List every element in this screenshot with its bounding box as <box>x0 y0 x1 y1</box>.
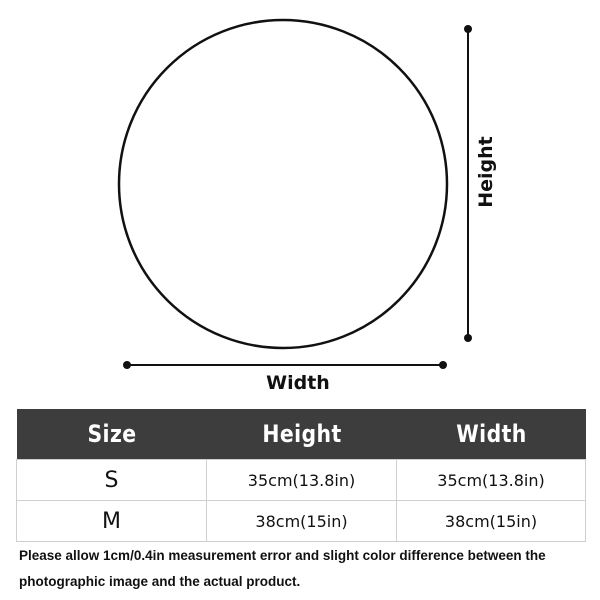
size-table: Size Height Width S 35cm(13.8in) 35cm(13… <box>16 409 586 542</box>
height-endpoint-top <box>464 25 472 33</box>
cell-height: 38cm(15in) <box>206 500 397 542</box>
cell-width: 35cm(13.8in) <box>396 459 586 501</box>
circle-product-outline <box>117 18 449 350</box>
cell-height: 35cm(13.8in) <box>206 459 397 501</box>
height-endpoint-bottom <box>464 334 472 342</box>
cell-size: M <box>16 500 207 542</box>
table-row: M 38cm(15in) 38cm(15in) <box>16 500 586 542</box>
header-height: Height <box>220 409 383 460</box>
cell-width: 38cm(15in) <box>396 500 586 542</box>
width-endpoint-left <box>123 361 131 369</box>
measurement-note: Please allow 1cm/0.4in measurement error… <box>19 548 546 589</box>
table-row: S 35cm(13.8in) 35cm(13.8in) <box>16 459 586 501</box>
width-label: Width <box>266 372 330 394</box>
cell-size: S <box>16 459 207 501</box>
header-width: Width <box>410 409 572 460</box>
width-endpoint-right <box>439 361 447 369</box>
height-label: Height <box>475 136 497 208</box>
table-header-row: Size Height Width <box>16 409 586 460</box>
size-diagram: Height Width <box>117 18 497 394</box>
header-size: Size <box>30 409 193 460</box>
